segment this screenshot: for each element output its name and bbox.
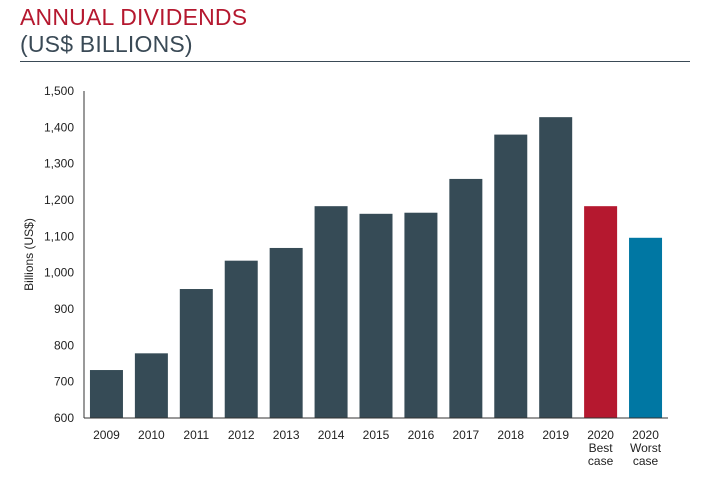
- x-tick-label: case: [633, 454, 659, 468]
- y-tick-label: 1,500: [44, 84, 74, 98]
- x-tick-label: 2013: [273, 428, 300, 442]
- chart-title: ANNUAL DIVIDENDS: [20, 4, 248, 30]
- bar: [629, 237, 663, 418]
- y-tick-label: 1,000: [44, 266, 74, 280]
- x-tick-label: 2020: [587, 428, 614, 442]
- bar: [179, 289, 213, 418]
- x-tick-label: Best: [589, 441, 614, 455]
- y-tick-label: 800: [54, 338, 74, 352]
- bar: [449, 178, 483, 418]
- y-tick-label: 1,100: [44, 229, 74, 243]
- y-tick-label: 600: [54, 411, 74, 425]
- x-tick-label: 2009: [93, 428, 120, 442]
- bar: [404, 212, 438, 418]
- bar: [314, 206, 348, 418]
- y-tick-label: 1,200: [44, 193, 74, 207]
- x-tick-label: 2017: [452, 428, 479, 442]
- bar: [584, 206, 618, 418]
- y-axis-label: Billions (US$): [22, 218, 36, 291]
- bar: [359, 213, 393, 418]
- bar: [494, 134, 528, 418]
- bar: [539, 117, 573, 418]
- x-tick-label: 2019: [542, 428, 569, 442]
- bar: [224, 260, 258, 418]
- x-tick-label: 2012: [228, 428, 255, 442]
- y-tick-label: 1,300: [44, 157, 74, 171]
- x-tick-label: 2018: [497, 428, 524, 442]
- bar: [89, 370, 123, 418]
- x-tick-label: 2011: [183, 428, 209, 442]
- x-tick-label: Worst: [630, 441, 662, 455]
- bars: [89, 117, 663, 418]
- bar: [134, 353, 168, 418]
- y-axis-ticks: 1,500 1,400 1,300 1,200 1,100 1,000 900 800 700 6…: [44, 84, 74, 425]
- x-tick-label: 2020: [632, 428, 659, 442]
- y-tick-label: 1,400: [44, 120, 74, 134]
- title-divider: [20, 61, 690, 62]
- y-tick-label: 900: [54, 302, 74, 316]
- x-tick-label: 2016: [408, 428, 435, 442]
- x-tick-label: 2014: [318, 428, 345, 442]
- x-tick-label: 2015: [363, 428, 390, 442]
- bar: [269, 247, 303, 418]
- x-axis-labels: 2009 2010 2011 2012 2013 2014 2015 2016 2017 2018…: [93, 428, 662, 468]
- x-tick-label: case: [588, 454, 614, 468]
- chart-subtitle: (US$ BILLIONS): [20, 31, 193, 57]
- x-tick-label: 2010: [138, 428, 165, 442]
- y-tick-label: 700: [54, 375, 74, 389]
